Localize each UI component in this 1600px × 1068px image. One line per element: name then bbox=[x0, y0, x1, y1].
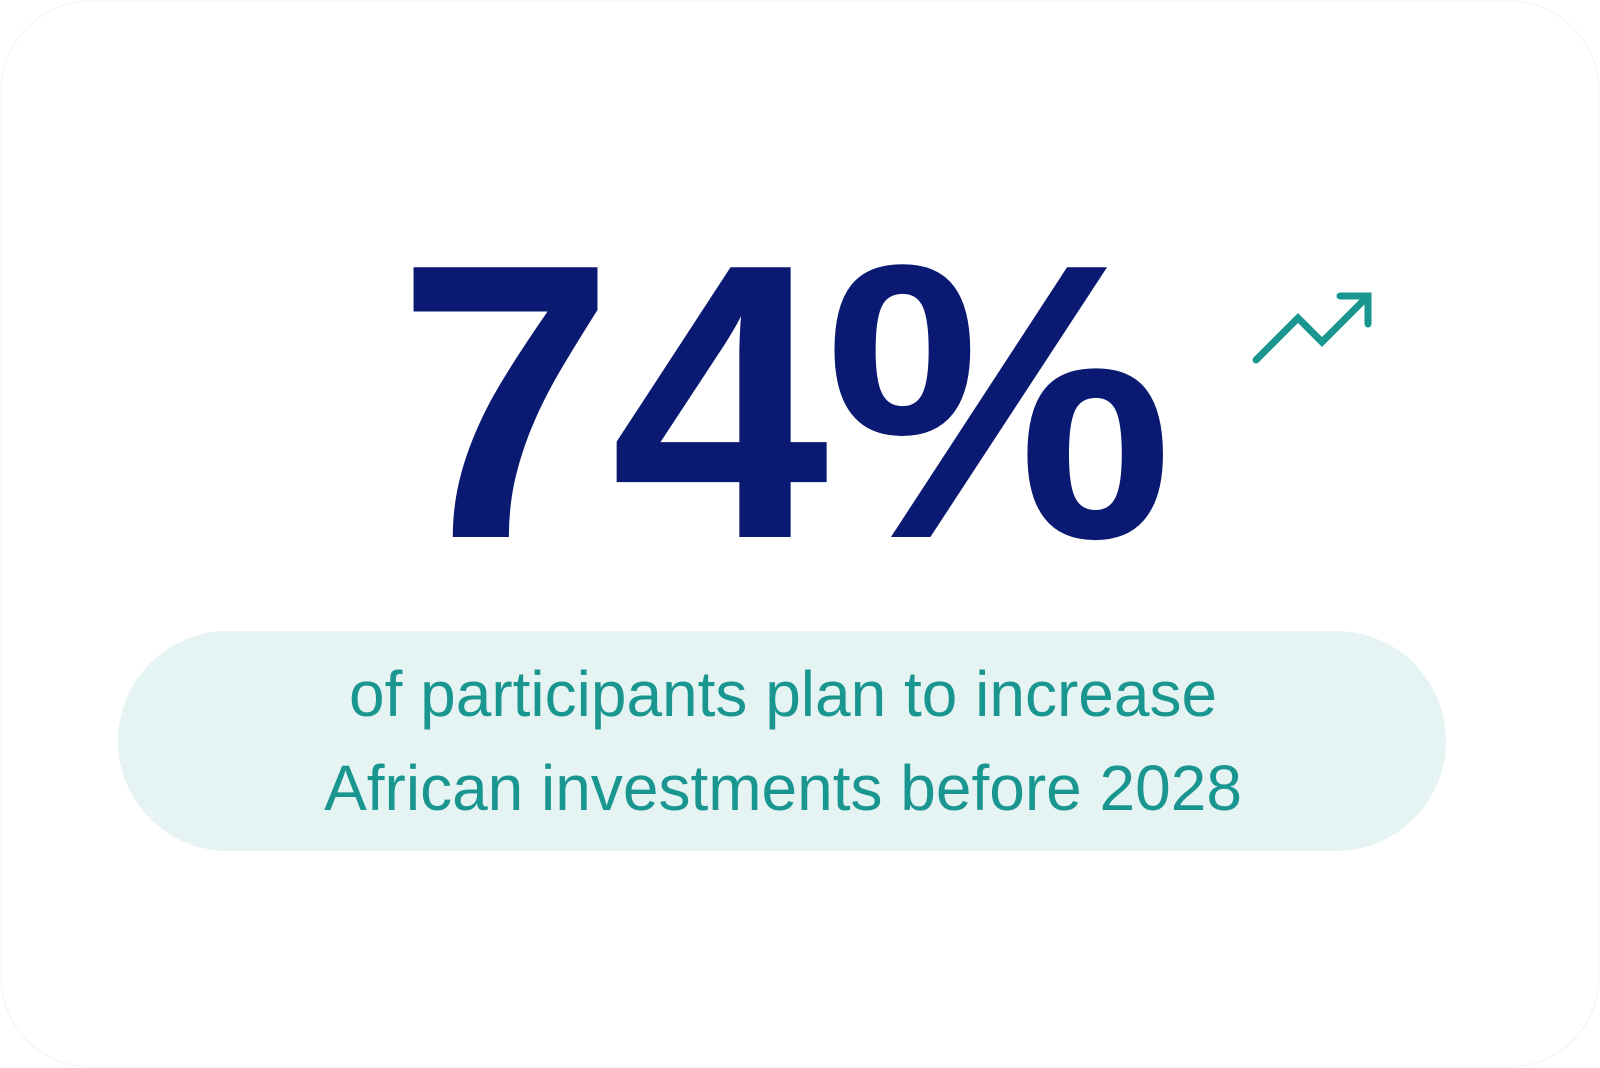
trend-arrowhead bbox=[1336, 292, 1372, 328]
stat-value: 74% bbox=[397, 183, 1170, 621]
caption-line: of participants plan to increase bbox=[349, 658, 1217, 730]
trend-line bbox=[1252, 292, 1372, 364]
caption-pill bbox=[118, 631, 1446, 851]
caption-line: African investments before 2028 bbox=[324, 752, 1242, 824]
trend-icon bbox=[1252, 292, 1372, 364]
